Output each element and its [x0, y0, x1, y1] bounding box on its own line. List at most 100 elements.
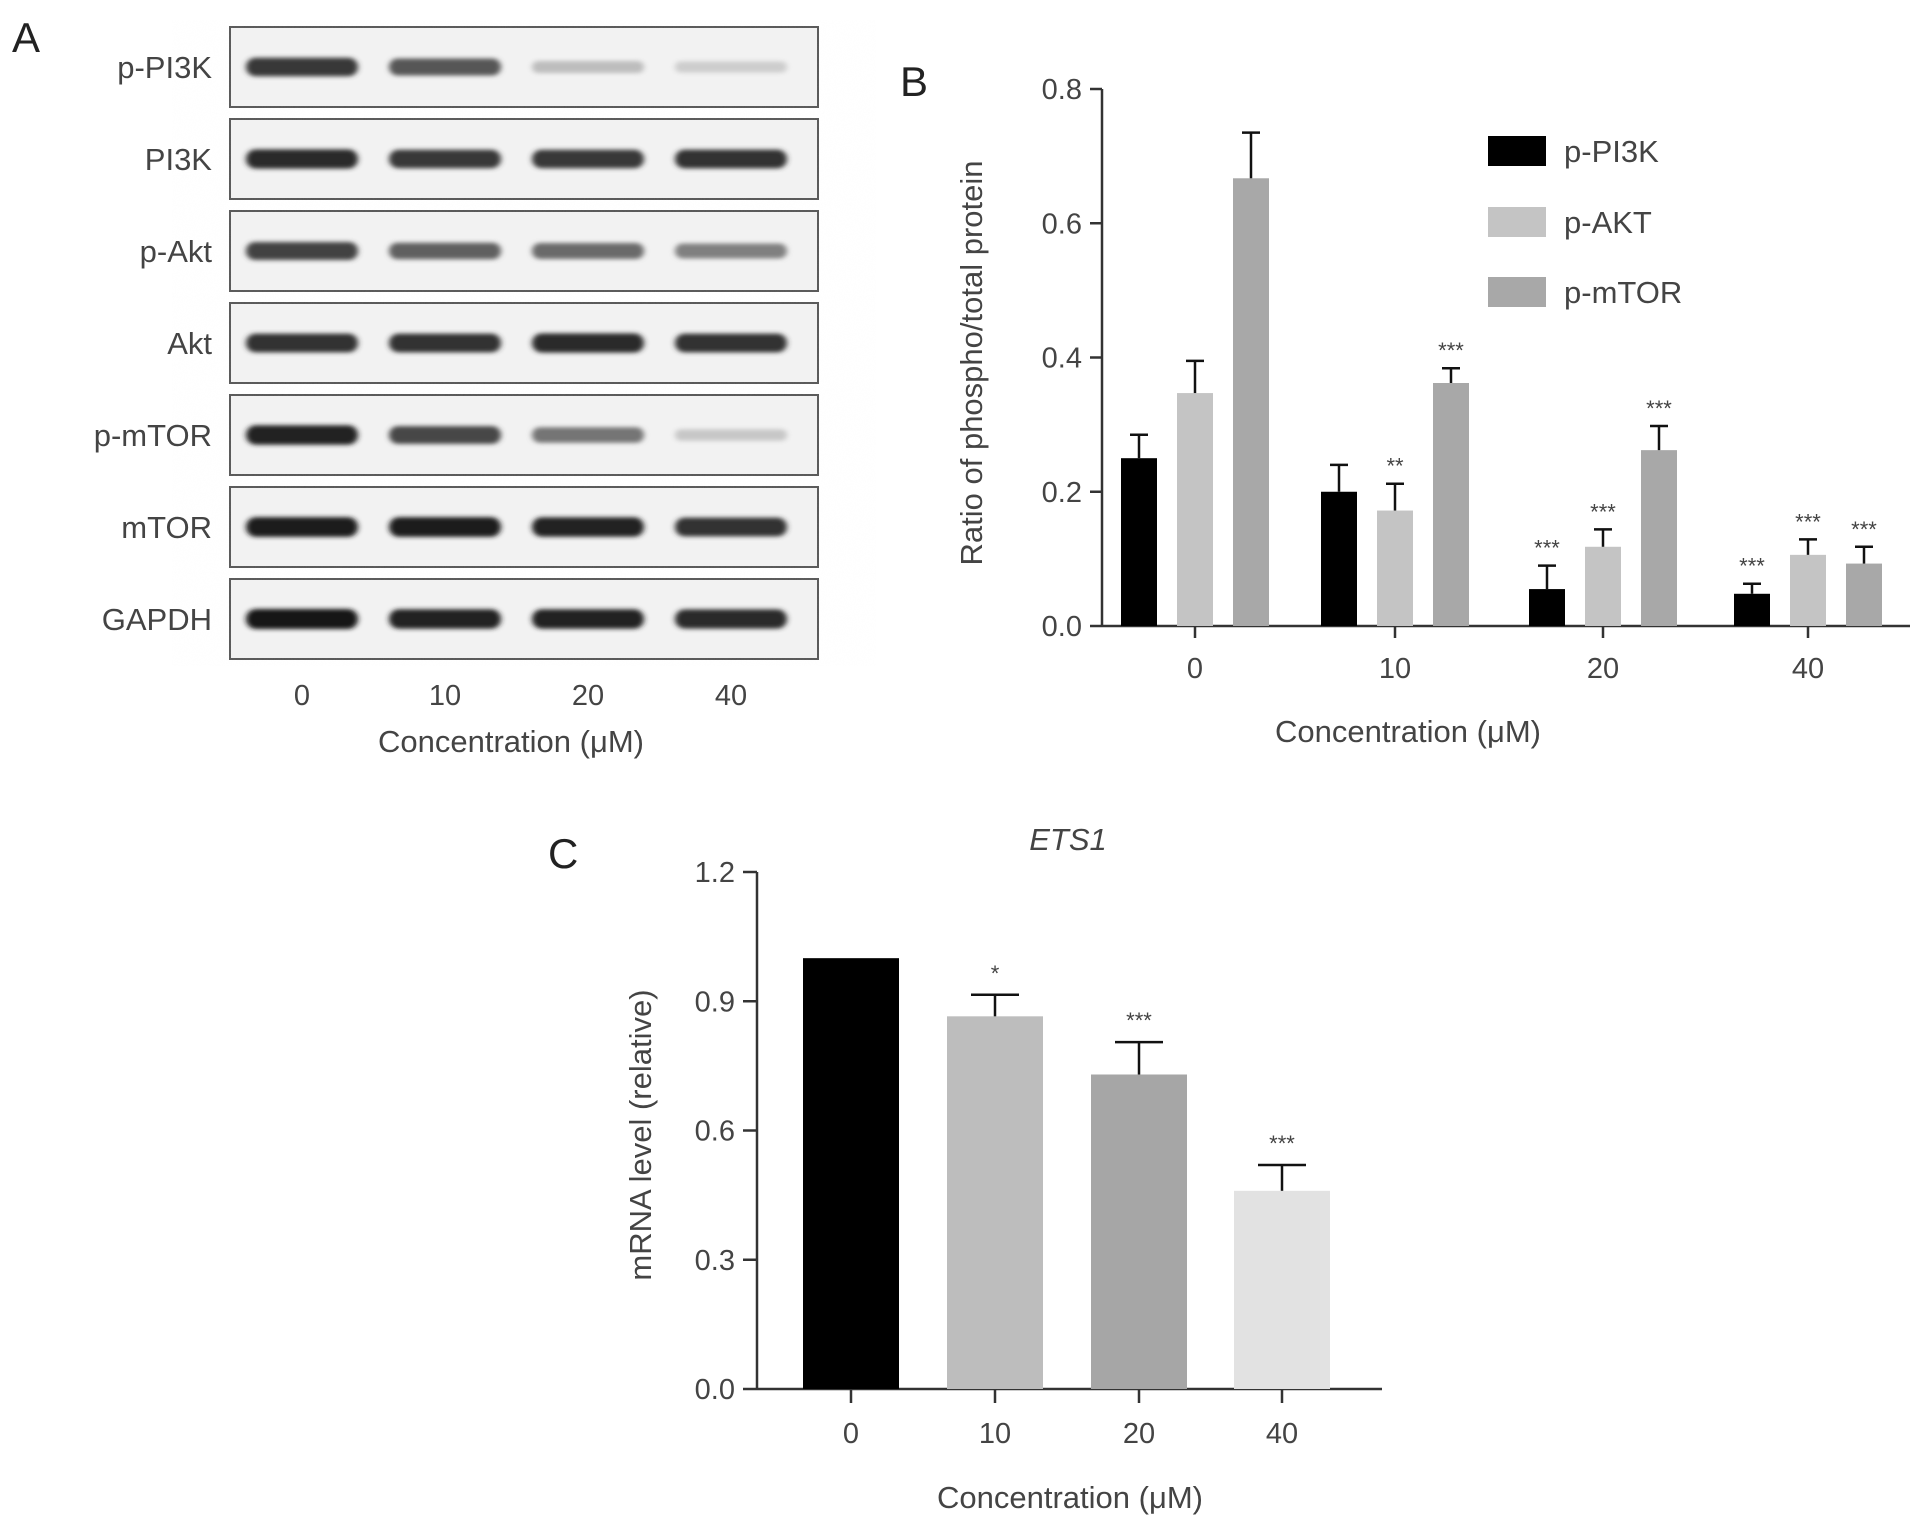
blot-row-label: Akt: [167, 326, 212, 361]
blot-band: [246, 333, 358, 353]
blot-band: [389, 517, 501, 537]
significance-label: ***: [1851, 517, 1877, 542]
significance-label: ***: [1269, 1131, 1295, 1156]
blot-lane-label: 10: [429, 680, 461, 712]
x-tick-label: 20: [1123, 1418, 1155, 1450]
blot-band: [389, 426, 501, 444]
y-tick-label: 0.9: [695, 986, 735, 1018]
blot-band: [532, 427, 644, 443]
significance-label: ***: [1739, 554, 1765, 579]
ets1-mrna-chart: 0.0 0.3 0.6 0.9 1.2 0 * 10 *** 20 *** 40: [695, 857, 1382, 1450]
chart-c-x-axis-label: Concentration (μM): [937, 1480, 1203, 1515]
chart-c-y-axis-label: mRNA level (relative): [623, 989, 658, 1280]
x-tick-label: 10: [1379, 653, 1411, 685]
blot-band: [246, 242, 358, 260]
significance-label: *: [991, 961, 1000, 986]
y-tick-label: 0.0: [695, 1374, 735, 1406]
blot-band: [532, 333, 644, 353]
significance-label: **: [1386, 454, 1404, 479]
blot-lane-label: 20: [572, 680, 604, 712]
blot-band: [675, 429, 787, 441]
bar: [803, 958, 899, 1389]
blot-lane-label: 0: [294, 680, 310, 712]
chart-b-y-axis-label: Ratio of phospho/total protein: [954, 161, 989, 566]
blot-band: [675, 243, 787, 259]
x-tick-label: 40: [1266, 1418, 1298, 1450]
blot-row-label: PI3K: [145, 142, 213, 177]
significance-label: ***: [1534, 536, 1560, 561]
blot-band: [675, 149, 787, 169]
bar: [1121, 458, 1157, 626]
x-tick-label: 0: [843, 1418, 859, 1450]
bar: [1433, 383, 1469, 626]
y-tick-label: 0.6: [1042, 208, 1082, 240]
blot-band: [675, 61, 787, 73]
bar: [1585, 546, 1621, 626]
bar: [1234, 1190, 1330, 1389]
blot-band: [675, 609, 787, 629]
bar: [1091, 1074, 1187, 1389]
significance-label: ***: [1438, 338, 1464, 363]
panel-label-b: B: [900, 58, 928, 105]
bar: [1529, 589, 1565, 626]
blot-row-label: GAPDH: [102, 602, 212, 637]
blot-band: [389, 149, 501, 169]
y-tick-label: 0.0: [1042, 611, 1082, 643]
blot-band: [389, 609, 501, 629]
blot-band: [532, 61, 644, 73]
blot-band: [246, 149, 358, 169]
western-blot-panel: p-PI3K PI3K p-Akt Akt p-mTOR mTOR GAPDH: [94, 26, 819, 660]
significance-label: ***: [1590, 499, 1616, 524]
x-tick-label: 10: [979, 1418, 1011, 1450]
bar: [1177, 393, 1213, 626]
legend-swatch: [1488, 207, 1546, 237]
x-tick-label: 20: [1587, 653, 1619, 685]
blot-band: [389, 333, 501, 353]
blot-band: [389, 242, 501, 260]
significance-label: ***: [1795, 509, 1821, 534]
blot-lane-label: 40: [715, 680, 747, 712]
y-tick-label: 1.2: [695, 857, 735, 889]
blot-band: [246, 609, 358, 629]
x-tick-label: 0: [1187, 653, 1203, 685]
bar: [1734, 593, 1770, 626]
significance-label: ***: [1126, 1008, 1152, 1033]
blot-row-label: p-mTOR: [94, 418, 212, 453]
blot-band: [675, 333, 787, 353]
y-tick-label: 0.6: [695, 1116, 735, 1148]
blot-band: [246, 425, 358, 445]
panel-label-c: C: [548, 830, 578, 877]
blot-band: [532, 517, 644, 537]
chart-c-title: ETS1: [1029, 822, 1107, 857]
bar: [1233, 178, 1269, 626]
bar: [1846, 563, 1882, 626]
bar: [1790, 554, 1826, 626]
legend-swatch: [1488, 277, 1546, 307]
y-tick-label: 0.8: [1042, 74, 1082, 106]
legend-swatch: [1488, 136, 1546, 166]
bar: [1641, 450, 1677, 626]
bar: [1377, 510, 1413, 626]
phospho-ratio-chart: 0.00.20.40.60.80 10*****20*********40****…: [1042, 74, 1910, 685]
blot-band: [389, 58, 501, 76]
blot-row-label: p-Akt: [140, 234, 213, 269]
blot-row-label: mTOR: [121, 510, 212, 545]
blot-band: [675, 517, 787, 537]
blot-band: [532, 243, 644, 259]
y-tick-label: 0.2: [1042, 477, 1082, 509]
bar: [1321, 491, 1357, 626]
bar: [947, 1016, 1043, 1389]
chart-b-x-axis-label: Concentration (μM): [1275, 714, 1541, 749]
blot-lane-labels: 0 10 20 40: [294, 680, 747, 712]
blot-band: [532, 149, 644, 169]
y-tick-label: 0.4: [1042, 343, 1082, 375]
legend-label: p-AKT: [1564, 205, 1652, 240]
y-tick-label: 0.3: [695, 1245, 735, 1277]
blot-row-label: p-PI3K: [117, 50, 212, 85]
blot-x-axis-label: Concentration (μM): [378, 724, 644, 759]
legend-label: p-mTOR: [1564, 275, 1682, 310]
blot-band: [532, 609, 644, 629]
legend-label: p-PI3K: [1564, 134, 1659, 169]
blot-band: [246, 57, 358, 77]
